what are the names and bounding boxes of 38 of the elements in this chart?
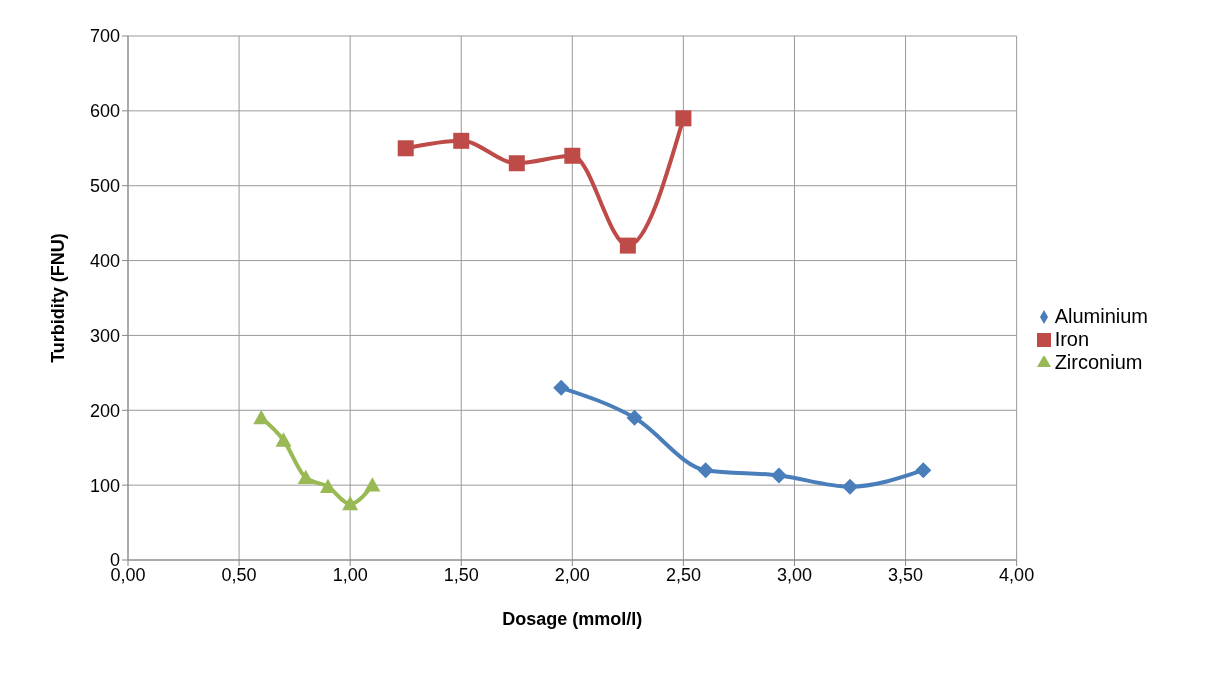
y-axis-title: Turbidity (FNU) [48,233,69,363]
point [770,467,787,484]
point [626,409,643,426]
legend-label: Iron [1054,327,1090,350]
x-axis-title: Dosage (mmol/l) [502,609,643,629]
y-tick-label: 700 [89,26,120,47]
x-tick-label: 1,50 [443,564,479,585]
point [275,432,292,447]
point [697,462,714,479]
point [619,237,636,254]
point [842,478,859,495]
legend-label: Zirconium [1054,350,1143,373]
x-tick-label: 2,50 [665,564,701,585]
legend-label: Aluminium [1054,304,1148,327]
point [364,477,381,492]
point [508,155,525,172]
x-tick-label: 3,00 [776,564,812,585]
point [319,478,336,494]
point [915,462,932,479]
point [675,110,692,127]
y-tick-label: 100 [89,475,120,496]
point [297,469,314,485]
x-tick-label: 2,00 [554,564,590,585]
point [564,147,581,164]
x-tick-label: 3,50 [888,564,924,585]
x-tick-label: 1,00 [332,564,368,585]
point [253,409,270,425]
point [342,495,359,511]
y-tick-label: 400 [89,250,120,271]
x-tick-label: 4,00 [999,564,1035,585]
point [453,132,470,149]
x-tick-label: 0,50 [221,564,257,585]
y-tick-label: 500 [89,176,120,197]
point [553,379,570,396]
point [397,140,414,157]
y-tick-label: 600 [89,101,120,122]
y-tick-label: 300 [89,325,120,346]
y-tick-label: 200 [89,400,120,421]
